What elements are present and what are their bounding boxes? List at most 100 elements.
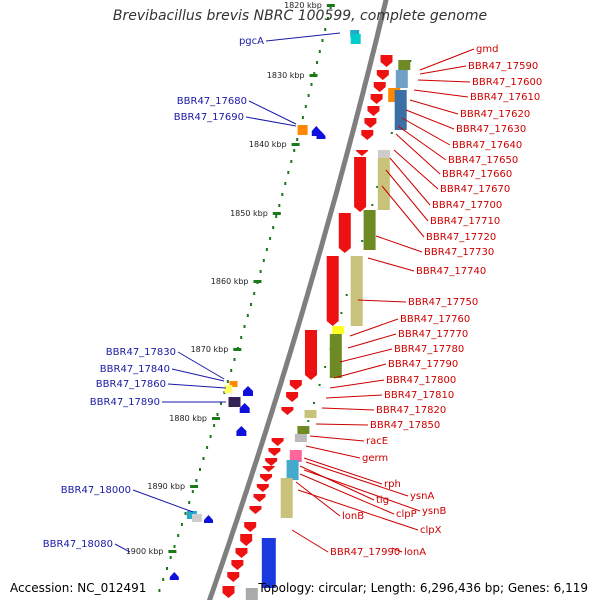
leader-line	[297, 489, 419, 531]
kbp-tick	[168, 550, 177, 553]
gene-arrow	[356, 150, 368, 156]
gene-arrow	[231, 560, 244, 570]
gene-band	[350, 34, 361, 44]
left-label: BBR47_18000	[61, 485, 131, 496]
gene-arrow	[235, 548, 248, 558]
kbp-label: 1830 kbp	[267, 71, 305, 80]
right-label: BBR47_17990	[330, 547, 400, 558]
gene-arrow	[370, 94, 383, 104]
right-label: BBR47_17730	[424, 247, 494, 258]
leader-line	[401, 117, 451, 146]
tick-dot	[184, 512, 187, 515]
left-label-leaders	[114, 32, 341, 553]
leader-line	[391, 547, 403, 553]
right-labels: gmd BBR47_17590 BBR47_17600 BBR47_17610 BBR4…	[330, 44, 542, 558]
right-label: lonB	[342, 511, 364, 522]
kbp-label: 1870 kbp	[191, 345, 229, 354]
leader-line	[248, 100, 297, 125]
gene-arrow	[316, 131, 326, 139]
kbp-label: 1860 kbp	[211, 277, 249, 286]
tick-dot	[250, 303, 252, 306]
gene-arrow	[265, 458, 278, 466]
gene-arrow	[262, 466, 275, 472]
leader-line	[305, 445, 361, 459]
tick-dot	[318, 384, 321, 386]
gene-arrow	[260, 474, 272, 482]
kbp-tick	[253, 280, 262, 283]
topology-text: Topology: circular; Length: 6,296,436 bp…	[258, 581, 588, 595]
kbp-label: 1840 kbp	[249, 140, 287, 149]
tick-dot	[361, 240, 364, 242]
tick-dot	[230, 369, 233, 372]
gene-arrow	[311, 126, 321, 136]
right-label: BBR47_17720	[426, 232, 496, 243]
right-label: BBR47_17670	[440, 184, 510, 195]
tick-dot	[304, 105, 307, 108]
tick-dot	[281, 193, 284, 196]
leader-line	[171, 368, 225, 382]
kbp-label: 1880 kbp	[169, 414, 207, 423]
leader-line	[333, 363, 387, 379]
right-label: clpX	[420, 525, 442, 536]
tick-dot	[226, 380, 229, 383]
gene-arrow	[305, 330, 317, 380]
tick-dot	[265, 248, 268, 251]
tick-dot	[233, 358, 236, 361]
gene-arrow	[268, 448, 281, 456]
tick-dot	[213, 424, 216, 427]
leader-line	[349, 318, 399, 337]
leader-line	[419, 65, 467, 75]
tick-dot	[180, 523, 183, 526]
gene-arrow	[289, 380, 302, 390]
tick-dot	[246, 314, 249, 317]
right-label-leaders	[291, 48, 475, 553]
leader-line	[417, 79, 471, 83]
tick-dot	[188, 501, 191, 504]
gene-arrow	[256, 484, 269, 492]
tick-dot	[290, 160, 293, 163]
leader-line	[305, 461, 409, 497]
left-label: BBR47_17890	[90, 397, 160, 408]
leader-line	[167, 383, 227, 389]
tick-dot	[318, 50, 321, 53]
gene-band	[229, 381, 238, 387]
accession-text: Accession: NC_012491	[10, 581, 147, 595]
gene-arrow	[249, 506, 262, 514]
right-label: BBR47_17810	[384, 390, 454, 401]
leader-line	[329, 379, 385, 389]
right-label: BBR47_17700	[432, 200, 502, 211]
left-label: BBR47_17680	[177, 96, 247, 107]
tick-dots	[158, 6, 412, 592]
tick-dot	[177, 534, 180, 537]
tick-dot	[259, 270, 262, 273]
gene-band	[294, 434, 307, 442]
gene-arrow	[240, 534, 253, 546]
gene-band	[394, 90, 407, 130]
gene-arrow	[222, 586, 235, 598]
kbp-tick	[190, 485, 199, 488]
right-label: racE	[366, 436, 388, 447]
tick-dot	[296, 138, 299, 141]
leader-line	[413, 89, 469, 98]
right-label: lonA	[404, 547, 426, 558]
gene-band	[280, 478, 293, 518]
gene-band	[297, 426, 310, 434]
tick-dot	[324, 28, 327, 31]
right-label: clpP	[396, 509, 417, 520]
tick-dot	[262, 259, 265, 262]
right-label: ysnA	[410, 491, 434, 502]
right-label: gmd	[476, 44, 498, 55]
right-label: BBR47_17620	[460, 109, 530, 120]
kbp-ticks: 1820 kbp 1830 kbp 1840 kbp 1850 kbp 1860 kbp…	[126, 1, 335, 556]
right-label: germ	[362, 453, 388, 464]
gene-features	[169, 30, 411, 600]
leader-line	[389, 157, 431, 206]
leader-line	[114, 543, 131, 553]
tick-dot	[307, 420, 310, 422]
tick-dot	[206, 446, 209, 449]
tick-dot	[240, 336, 243, 339]
kbp-tick	[212, 417, 220, 420]
tick-dot	[195, 479, 198, 482]
tick-dot	[310, 83, 313, 86]
left-label: BBR47_17860	[96, 379, 166, 390]
